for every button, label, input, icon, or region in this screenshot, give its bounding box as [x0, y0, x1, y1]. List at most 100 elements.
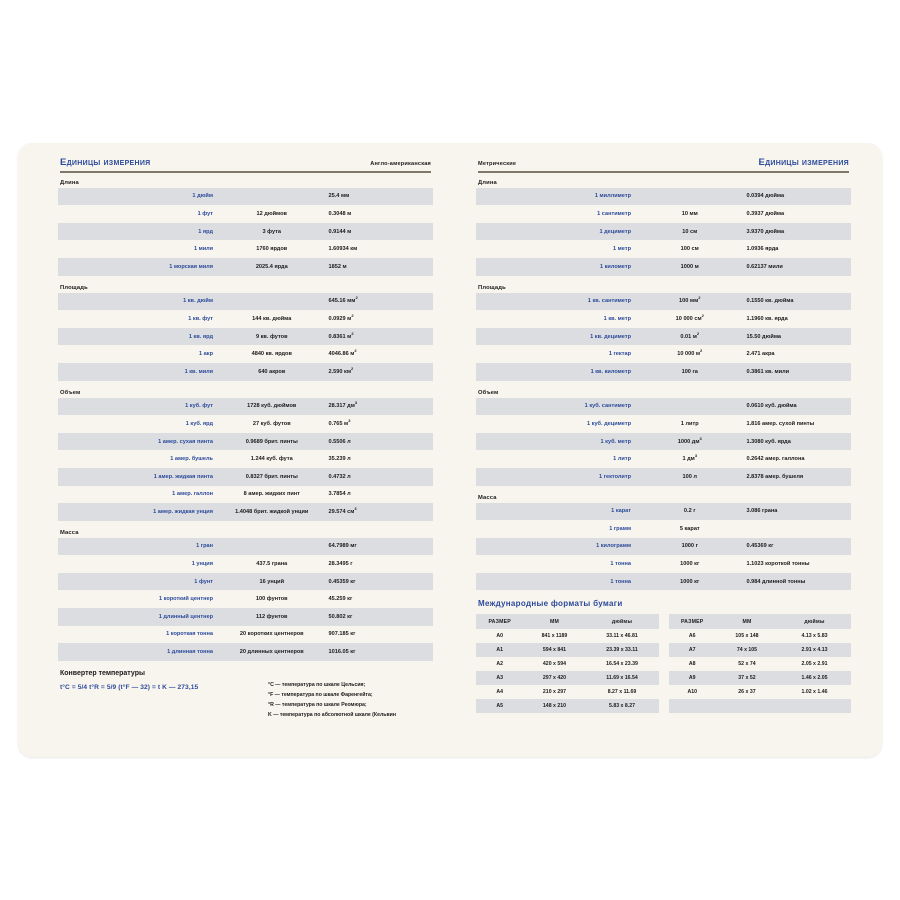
paper-row: A4 210 x 297 8.27 x 11.69: [476, 685, 659, 699]
cell-mid: 1760 ярдов: [256, 246, 288, 253]
paper-cell-empty: [778, 699, 851, 713]
cell-value: 3.9370 дюйма: [746, 228, 785, 235]
cell-mid: 0.8327 брит. пинты: [245, 473, 298, 480]
table-row: 1 метр 100 см 1.0936 ярда: [476, 240, 851, 258]
paper-cell-size: A0: [496, 633, 504, 640]
cell-value: 15.50 дюйма: [746, 333, 782, 340]
cell-value: [739, 520, 852, 538]
legend-line: K — температура по абсолютной шкале (Кел…: [268, 711, 396, 718]
table-row: 1 акр 4840 кв. ярдов 4046.86 м2: [58, 345, 433, 363]
conversion-table: 1 кв. дюйм 645.16 мм2 1 кв. фут 144 кв. дюй…: [58, 292, 433, 381]
section-title: Длина: [478, 179, 497, 186]
cell-value: 3.7854 л: [328, 491, 351, 498]
section-title: Объем: [478, 389, 499, 396]
section-title: Длина: [60, 179, 79, 186]
cell-mid: 100 фунтов: [255, 596, 288, 603]
cell-mid: 10 000 м2: [677, 348, 703, 358]
paper-cell-mm: 210 x 297: [542, 689, 566, 696]
paper-cell-inches: 2.91 x 4.13: [801, 647, 828, 654]
cell-mid: 20 длинных центнеров: [239, 649, 304, 656]
table-row: 1 ярд 3 фута 0.9144 м: [58, 222, 433, 241]
table-row: 1 тонна 1000 кг 1.1023 короткой тонны: [476, 555, 851, 573]
cell-mid: [641, 188, 739, 206]
cell-unit: 1 унция: [191, 561, 213, 568]
cell-value: 0.4732 л: [328, 473, 351, 480]
temperature-formula-block: Конвертер температуры t°C = 5/4 t°R = 5/…: [58, 670, 254, 691]
cell-mid: 5 карат: [679, 525, 700, 532]
cell-value: 0.45369 кг: [746, 543, 774, 550]
cell-value: 3.086 грана: [746, 508, 778, 515]
cell-mid: 10 см: [682, 228, 698, 235]
paper-cell-mm: 74 x 105: [736, 647, 758, 654]
conversion-table: 1 кв. сантиметр 100 мм2 0.1550 кв. дюйма 1 …: [476, 292, 851, 381]
paper-row: A10 26 x 37 1.02 x 1.46: [669, 685, 852, 699]
cell-value: 1.3080 куб. ярда: [746, 438, 791, 445]
paper-cell-mm: 105 x 148: [735, 633, 759, 640]
paper-cell-inches: 11.69 x 16.54: [606, 675, 638, 682]
cell-value: 0.765 м3: [328, 418, 351, 427]
paper-cell-size: A7: [688, 647, 696, 654]
cell-mid: 100 л: [682, 473, 697, 480]
cell-unit: 1 кв. километр: [590, 368, 631, 375]
paper-row: A1 594 x 841 23.39 x 33.11: [476, 643, 659, 658]
cell-unit: 1 короткая тонна: [166, 631, 213, 638]
paper-cell-inches: 8.27 x 11.69: [607, 689, 637, 696]
cell-value: 0.3048 м: [328, 210, 352, 217]
page-title: Единицы измерения: [758, 157, 849, 168]
cell-mid: 4840 кв. ярдов: [251, 351, 292, 358]
cell-mid: 8 амер. жидких пинт: [243, 491, 300, 498]
cell-mid: 1728 куб. дюймов: [247, 403, 297, 410]
cell-mid: 100 см: [680, 246, 699, 253]
table-row: 1 короткая тонна 20 коротких центнеров 907…: [58, 626, 433, 644]
paper-table-a0-a5: РАЗМЕР MM дюймы A0 841 x 1189 33.11 x 46.81 A1…: [476, 614, 659, 714]
paper-cell-size: A2: [496, 661, 504, 668]
cell-mid: 100 га: [681, 368, 698, 375]
cell-unit: 1 сантиметр: [597, 210, 631, 217]
cell-mid: 10 мм: [681, 210, 698, 217]
paper-row: A5 148 x 210 5.83 x 8.27: [476, 699, 659, 714]
cell-unit: 1 кв. миля: [184, 368, 213, 375]
cell-unit: 1 гектолитр: [599, 473, 631, 480]
paper-cell-size: A1: [496, 647, 504, 654]
cell-unit: 1 кв. метр: [603, 315, 631, 322]
table-row: 1 кв. дюйм 645.16 мм2: [58, 292, 433, 311]
table-row: 1 карат 0.2 г 3.086 грана: [476, 502, 851, 521]
cell-mid: 1.4048 брит. жидкой унции: [235, 508, 309, 515]
paper-row: A9 37 x 52 1.46 x 2.05: [668, 671, 851, 686]
paper-row: A7 74 x 105 2.91 x 4.13: [668, 643, 851, 658]
cell-value: 64.7989 мг: [328, 543, 357, 550]
cell-unit: 1 куб. фут: [185, 403, 213, 410]
header-divider: [60, 171, 431, 173]
paper-cell-inches: 2.05 x 2.91: [801, 661, 828, 668]
cell-mid: 437.5 грана: [256, 561, 288, 568]
temperature-heading: Конвертер температуры: [60, 669, 145, 677]
cell-unit: 1 амер. жидкая унция: [153, 508, 213, 515]
cell-unit: 1 акр: [199, 351, 213, 358]
table-row: 1 длинный центнер 112 фунтов 50.802 кг: [58, 608, 433, 626]
left-page: Единицы измерения Англо-американская Дли…: [58, 143, 433, 757]
cell-unit: 1 амер. сухая пинта: [158, 438, 213, 445]
cell-value: 0.0610 куб. дюйма: [746, 403, 797, 410]
table-row: 1 литр 1 дм3 0.2642 амер. галлона: [476, 450, 851, 468]
cell-unit: 1 тонна: [610, 561, 631, 568]
cell-unit: 1 фунт: [194, 578, 213, 585]
cell-value: 0.3937 дюйма: [746, 210, 785, 217]
cell-value: 2.590 км2: [328, 365, 354, 375]
cell-mid: [641, 398, 739, 416]
paper-cell-mm: 37 x 52: [738, 675, 756, 682]
cell-mid: 1000 кг: [680, 561, 700, 568]
cell-unit: 1 амер. жидкая пинта: [153, 473, 213, 480]
cell-mid: 27 куб. футов: [252, 420, 291, 427]
cell-unit: 1 метр: [613, 246, 631, 253]
cell-mid: 0.9689 брит. пинты: [245, 438, 298, 445]
paper-row: A0 841 x 1189 33.11 x 46.81: [476, 629, 659, 643]
paper-cell-mm: 420 x 594: [542, 661, 566, 668]
paper-cell-mm: 297 x 420: [542, 675, 566, 682]
paper-cell-inches: 23.39 x 33.11: [606, 647, 638, 654]
system-label: Англо-американская: [370, 161, 431, 167]
table-row: 1 гектар 10 000 м2 2.471 акра: [476, 345, 851, 363]
cell-value: 0.5506 л: [328, 438, 351, 445]
table-row: 1 дециметр 10 см 3.9370 дюйма: [476, 222, 851, 241]
table-row: 1 куб. метр 1000 дм3 1.3080 куб. ярда: [476, 432, 851, 451]
conversion-table: 1 миллиметр 0.0394 дюйма 1 сантиметр 10 мм 0…: [476, 187, 851, 276]
